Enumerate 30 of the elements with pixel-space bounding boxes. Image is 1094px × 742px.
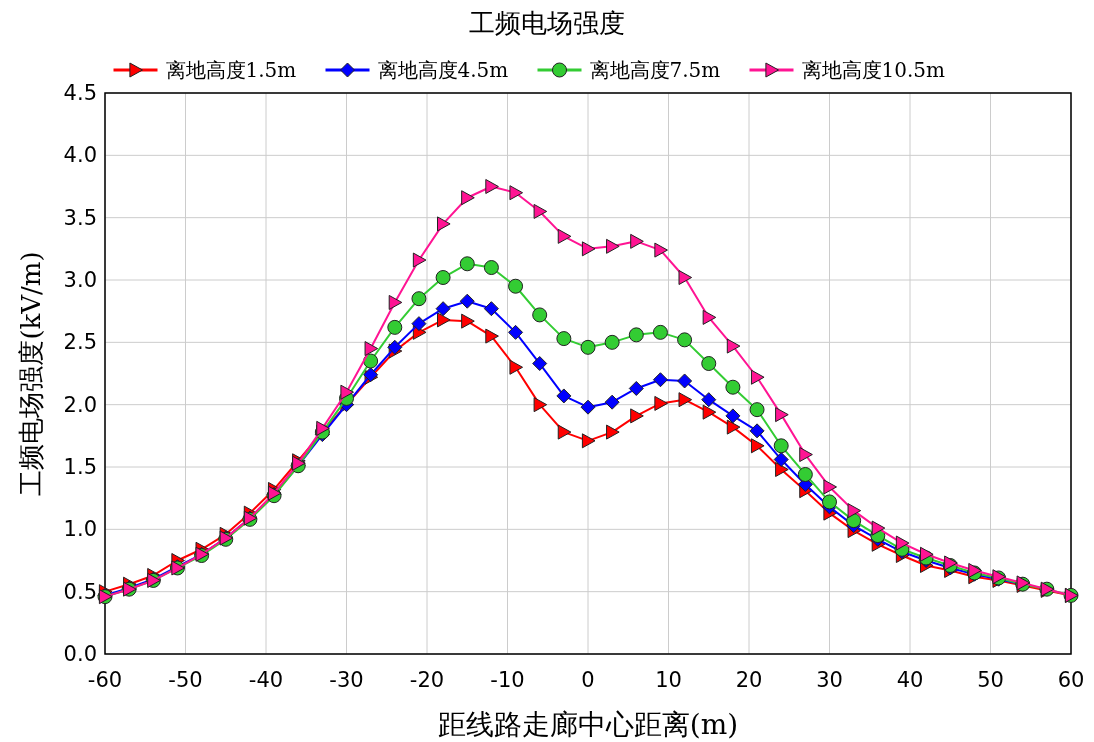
x-tick-label: -50 [168, 668, 203, 692]
x-tick-label: -20 [409, 668, 445, 692]
legend-label: 离地高度1.5m [165, 58, 297, 82]
y-tick-label: 1.5 [63, 455, 97, 479]
x-tick-label: 0 [581, 668, 595, 692]
legend-label: 离地高度10.5m [801, 58, 946, 82]
y-tick-label: 3.5 [63, 205, 97, 230]
legend-label: 离地高度7.5m [589, 58, 721, 82]
y-tick-label: 0.0 [63, 642, 97, 666]
x-tick-label: -30 [329, 668, 364, 692]
y-tick-label: 4.5 [63, 81, 97, 105]
x-axis-title: 距线路走廊中心距离(m) [437, 708, 739, 741]
y-axis-title: 工频电场强度(kV/m) [16, 251, 46, 496]
y-tick-label: 0.5 [63, 579, 97, 604]
y-tick-label: 4.0 [63, 143, 97, 168]
x-tick-label: 20 [735, 668, 763, 692]
chart-title: 工频电场强度 [469, 8, 625, 38]
y-tick-label: 2.0 [63, 392, 97, 417]
x-tick-label: -40 [248, 668, 284, 692]
x-tick-label: 10 [655, 668, 682, 692]
x-tick-label: 30 [816, 668, 843, 692]
y-tick-label: 2.5 [63, 330, 97, 355]
x-tick-label: -60 [87, 668, 123, 692]
x-tick-label: 50 [977, 668, 1004, 692]
y-tick-label: 3.0 [63, 268, 97, 292]
x-tick-label: 40 [896, 668, 924, 692]
x-tick-label: -10 [490, 668, 525, 692]
y-tick-label: 1.0 [63, 517, 97, 542]
legend-label: 离地高度4.5m [377, 58, 509, 82]
x-tick-label: 60 [1057, 668, 1085, 692]
